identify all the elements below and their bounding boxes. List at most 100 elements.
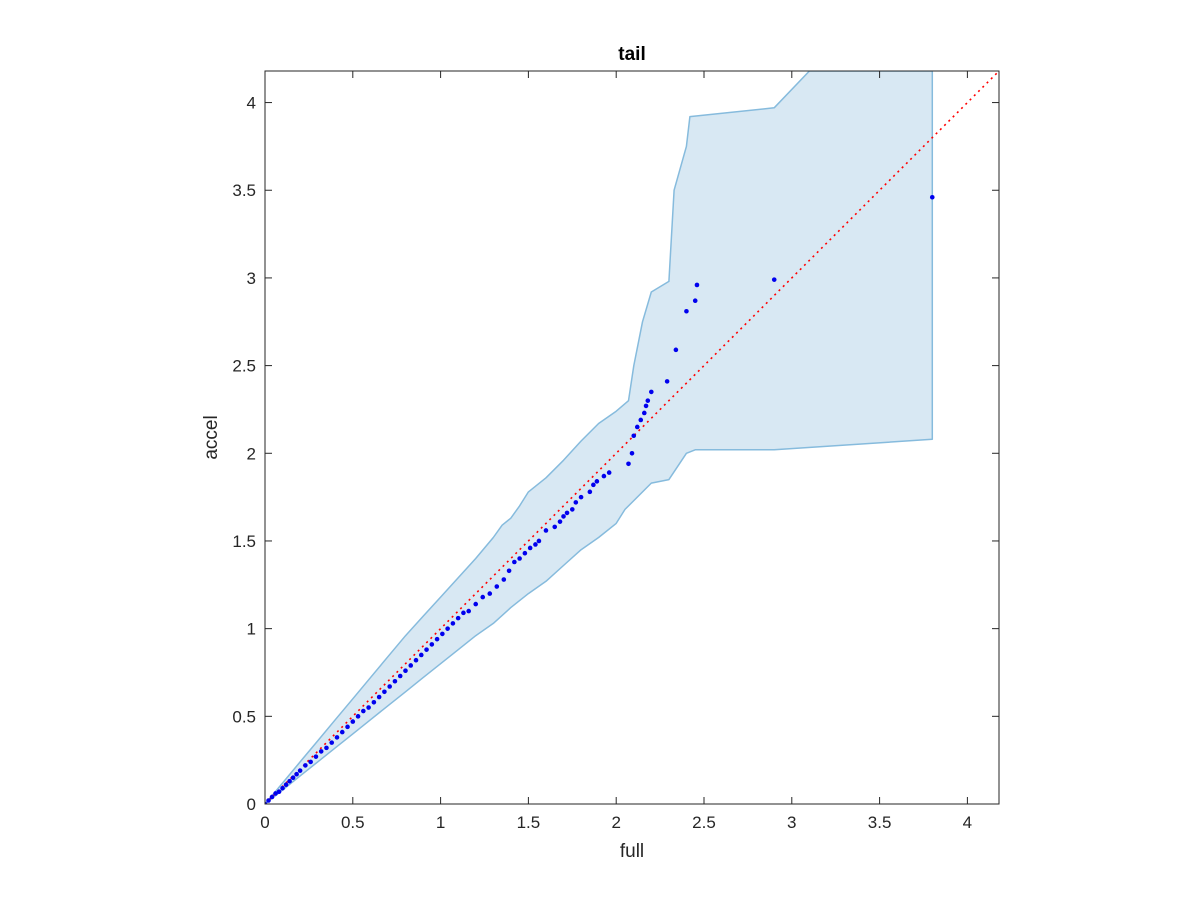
data-point	[643, 403, 649, 409]
data-point	[606, 470, 612, 475]
data-point	[638, 417, 644, 423]
data-point	[371, 699, 377, 705]
y-axis-label: accel	[201, 415, 222, 459]
data-point	[692, 298, 698, 304]
y-tick-label: 0.5	[232, 707, 256, 726]
y-tick-label: 3.5	[232, 181, 256, 200]
data-point	[631, 433, 637, 439]
x-tick-label: 3.5	[868, 813, 892, 832]
data-point	[455, 615, 461, 621]
data-point	[552, 524, 558, 530]
data-point	[280, 785, 285, 791]
x-tick-label: 2	[611, 813, 620, 832]
y-tick-label: 3	[247, 269, 256, 288]
data-point	[397, 673, 403, 679]
data-point	[536, 538, 542, 544]
axes-box	[264, 70, 1000, 805]
data-point	[473, 601, 479, 607]
data-point	[512, 559, 517, 565]
data-point	[413, 657, 419, 663]
data-point	[487, 591, 493, 596]
data-point	[429, 642, 435, 647]
data-point	[434, 636, 440, 642]
data-points	[265, 194, 935, 804]
data-point	[424, 647, 429, 652]
data-point	[533, 542, 538, 547]
x-axis-ticks: 0 0.5 1 1.5 2 2.5 3 3.5 4	[260, 71, 972, 832]
x-tick-label: 4	[963, 813, 972, 832]
data-point	[569, 507, 575, 512]
data-point	[392, 678, 398, 684]
data-point	[366, 705, 371, 710]
data-point	[408, 663, 414, 668]
y-tick-label: 0	[247, 795, 256, 814]
plot-area	[265, 71, 999, 804]
data-point	[573, 500, 579, 505]
data-point	[564, 510, 570, 516]
data-point	[283, 782, 289, 788]
data-point	[645, 398, 651, 403]
y-axis-ticks: 0 0.5 1 1.5 2 2.5 3 3.5 4	[232, 94, 999, 814]
data-point	[294, 771, 299, 777]
data-point	[418, 652, 424, 658]
data-point	[376, 694, 382, 700]
data-point	[673, 347, 679, 353]
data-point	[501, 577, 507, 582]
data-point	[329, 740, 335, 745]
data-point	[664, 379, 670, 384]
x-axis-label: full	[620, 841, 644, 862]
data-point	[517, 556, 522, 561]
reference-line	[265, 71, 999, 804]
data-point	[629, 450, 635, 456]
data-point	[557, 519, 563, 524]
data-point	[287, 778, 292, 784]
data-point	[561, 514, 566, 519]
data-point	[601, 473, 607, 479]
data-point	[269, 794, 275, 800]
x-tick-label: 0	[260, 813, 269, 832]
data-point	[303, 763, 308, 768]
x-tick-label: 3	[787, 813, 796, 832]
data-point	[591, 482, 596, 488]
data-point	[266, 798, 271, 803]
x-tick-label: 0.5	[341, 813, 365, 832]
y-tick-label: 1	[247, 620, 256, 639]
data-point	[694, 282, 700, 288]
data-point	[461, 610, 466, 616]
data-point	[273, 791, 278, 796]
data-point	[324, 745, 329, 751]
data-point	[522, 550, 528, 556]
data-point	[345, 724, 350, 730]
data-point	[543, 528, 549, 533]
data-point	[578, 494, 584, 500]
data-point	[466, 608, 471, 614]
data-point	[339, 729, 345, 735]
data-point	[626, 461, 631, 467]
data-point	[445, 626, 450, 631]
data-point	[494, 584, 500, 589]
data-point	[594, 479, 600, 484]
data-point	[440, 631, 445, 637]
data-point	[527, 545, 533, 551]
data-point	[265, 801, 268, 804]
data-point	[684, 308, 689, 314]
data-point	[334, 735, 340, 740]
y-tick-label: 1.5	[232, 532, 256, 551]
data-point	[276, 789, 282, 795]
data-point	[587, 489, 593, 495]
data-point	[382, 689, 387, 695]
y-tick-label: 2.5	[232, 357, 256, 376]
data-point	[929, 194, 935, 200]
data-point	[634, 424, 640, 430]
data-point	[355, 714, 361, 719]
data-point	[290, 775, 296, 780]
y-tick-label: 4	[247, 94, 256, 113]
y-tick-label: 2	[247, 444, 256, 463]
data-point	[649, 389, 654, 395]
data-point	[403, 668, 408, 674]
data-point	[480, 594, 486, 600]
chart-title: tail	[618, 44, 645, 65]
data-point	[308, 759, 313, 765]
data-point	[641, 410, 647, 416]
